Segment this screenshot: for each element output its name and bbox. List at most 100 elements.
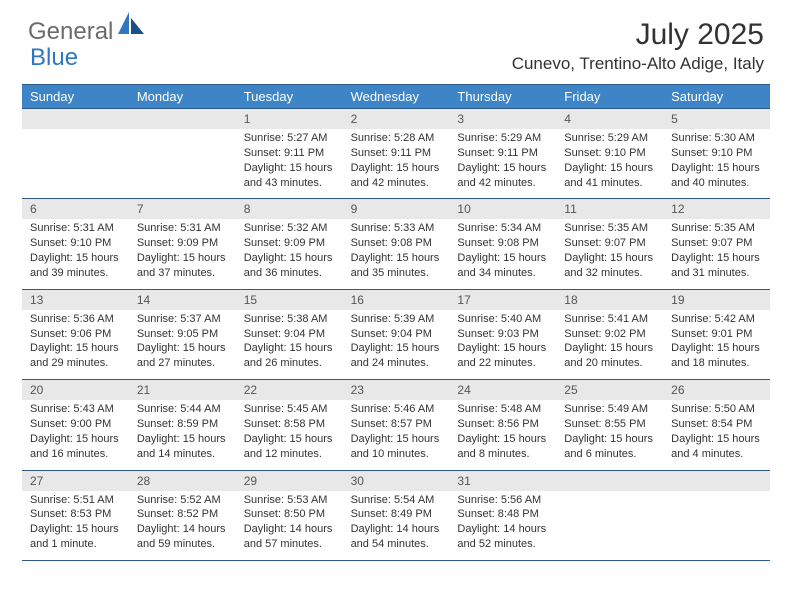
day-cell: Sunrise: 5:31 AMSunset: 9:09 PMDaylight:… bbox=[129, 219, 236, 288]
day-cell bbox=[556, 491, 663, 560]
day-number bbox=[556, 471, 663, 491]
sunset-text: Sunset: 9:11 PM bbox=[244, 146, 335, 161]
day-number: 27 bbox=[22, 471, 129, 491]
sunrise-text: Sunrise: 5:49 AM bbox=[564, 402, 655, 417]
daylight-text: Daylight: 15 hours and 26 minutes. bbox=[244, 341, 335, 371]
daylight-text: Daylight: 15 hours and 27 minutes. bbox=[137, 341, 228, 371]
sunset-text: Sunset: 9:06 PM bbox=[30, 327, 121, 342]
daylight-text: Daylight: 15 hours and 41 minutes. bbox=[564, 161, 655, 191]
day-number-row: 13141516171819 bbox=[22, 289, 770, 310]
sunset-text: Sunset: 9:11 PM bbox=[457, 146, 548, 161]
day-cell: Sunrise: 5:38 AMSunset: 9:04 PMDaylight:… bbox=[236, 310, 343, 379]
day-headers: Sunday Monday Tuesday Wednesday Thursday… bbox=[22, 84, 770, 108]
day-number: 10 bbox=[449, 199, 556, 219]
sunset-text: Sunset: 9:09 PM bbox=[137, 236, 228, 251]
sunrise-text: Sunrise: 5:35 AM bbox=[564, 221, 655, 236]
day-cell: Sunrise: 5:41 AMSunset: 9:02 PMDaylight:… bbox=[556, 310, 663, 379]
day-cell: Sunrise: 5:49 AMSunset: 8:55 PMDaylight:… bbox=[556, 400, 663, 469]
daylight-text: Daylight: 15 hours and 32 minutes. bbox=[564, 251, 655, 281]
day-number: 11 bbox=[556, 199, 663, 219]
day-number: 17 bbox=[449, 290, 556, 310]
day-cell: Sunrise: 5:33 AMSunset: 9:08 PMDaylight:… bbox=[343, 219, 450, 288]
day-label: Friday bbox=[556, 85, 663, 108]
sunrise-text: Sunrise: 5:45 AM bbox=[244, 402, 335, 417]
day-number: 12 bbox=[663, 199, 770, 219]
sunset-text: Sunset: 9:11 PM bbox=[351, 146, 442, 161]
sunset-text: Sunset: 9:07 PM bbox=[564, 236, 655, 251]
sunset-text: Sunset: 8:56 PM bbox=[457, 417, 548, 432]
daylight-text: Daylight: 15 hours and 37 minutes. bbox=[137, 251, 228, 281]
day-cell: Sunrise: 5:29 AMSunset: 9:11 PMDaylight:… bbox=[449, 129, 556, 198]
day-label: Thursday bbox=[449, 85, 556, 108]
daylight-text: Daylight: 15 hours and 42 minutes. bbox=[457, 161, 548, 191]
day-cell: Sunrise: 5:43 AMSunset: 9:00 PMDaylight:… bbox=[22, 400, 129, 469]
week-row: Sunrise: 5:36 AMSunset: 9:06 PMDaylight:… bbox=[22, 310, 770, 379]
day-cell: Sunrise: 5:40 AMSunset: 9:03 PMDaylight:… bbox=[449, 310, 556, 379]
day-number: 29 bbox=[236, 471, 343, 491]
sunrise-text: Sunrise: 5:51 AM bbox=[30, 493, 121, 508]
logo: General bbox=[28, 18, 146, 46]
logo-sail-icon bbox=[118, 12, 144, 39]
day-cell: Sunrise: 5:36 AMSunset: 9:06 PMDaylight:… bbox=[22, 310, 129, 379]
sunrise-text: Sunrise: 5:33 AM bbox=[351, 221, 442, 236]
day-number: 9 bbox=[343, 199, 450, 219]
sunset-text: Sunset: 8:52 PM bbox=[137, 507, 228, 522]
sunset-text: Sunset: 8:58 PM bbox=[244, 417, 335, 432]
day-number: 20 bbox=[22, 380, 129, 400]
day-number-row: 12345 bbox=[22, 108, 770, 129]
day-cell: Sunrise: 5:30 AMSunset: 9:10 PMDaylight:… bbox=[663, 129, 770, 198]
header: General July 2025 Cunevo, Trentino-Alto … bbox=[0, 0, 792, 80]
day-number-row: 20212223242526 bbox=[22, 379, 770, 400]
sunset-text: Sunset: 9:05 PM bbox=[137, 327, 228, 342]
day-number bbox=[663, 471, 770, 491]
day-cell: Sunrise: 5:56 AMSunset: 8:48 PMDaylight:… bbox=[449, 491, 556, 560]
day-number: 25 bbox=[556, 380, 663, 400]
daylight-text: Daylight: 14 hours and 54 minutes. bbox=[351, 522, 442, 552]
day-cell: Sunrise: 5:46 AMSunset: 8:57 PMDaylight:… bbox=[343, 400, 450, 469]
sunrise-text: Sunrise: 5:50 AM bbox=[671, 402, 762, 417]
sunset-text: Sunset: 8:49 PM bbox=[351, 507, 442, 522]
day-number: 4 bbox=[556, 109, 663, 129]
sunset-text: Sunset: 8:50 PM bbox=[244, 507, 335, 522]
sunrise-text: Sunrise: 5:42 AM bbox=[671, 312, 762, 327]
day-cell: Sunrise: 5:27 AMSunset: 9:11 PMDaylight:… bbox=[236, 129, 343, 198]
day-cell: Sunrise: 5:53 AMSunset: 8:50 PMDaylight:… bbox=[236, 491, 343, 560]
day-number: 1 bbox=[236, 109, 343, 129]
day-cell: Sunrise: 5:29 AMSunset: 9:10 PMDaylight:… bbox=[556, 129, 663, 198]
sunrise-text: Sunrise: 5:36 AM bbox=[30, 312, 121, 327]
week-row: Sunrise: 5:51 AMSunset: 8:53 PMDaylight:… bbox=[22, 491, 770, 560]
sunrise-text: Sunrise: 5:46 AM bbox=[351, 402, 442, 417]
daylight-text: Daylight: 15 hours and 36 minutes. bbox=[244, 251, 335, 281]
day-number: 2 bbox=[343, 109, 450, 129]
daylight-text: Daylight: 15 hours and 42 minutes. bbox=[351, 161, 442, 191]
sunset-text: Sunset: 9:10 PM bbox=[564, 146, 655, 161]
day-cell bbox=[663, 491, 770, 560]
sunrise-text: Sunrise: 5:54 AM bbox=[351, 493, 442, 508]
daylight-text: Daylight: 15 hours and 40 minutes. bbox=[671, 161, 762, 191]
day-number: 13 bbox=[22, 290, 129, 310]
day-cell: Sunrise: 5:42 AMSunset: 9:01 PMDaylight:… bbox=[663, 310, 770, 379]
daylight-text: Daylight: 15 hours and 14 minutes. bbox=[137, 432, 228, 462]
sunset-text: Sunset: 9:04 PM bbox=[244, 327, 335, 342]
day-number: 30 bbox=[343, 471, 450, 491]
calendar-bottom-border bbox=[22, 560, 770, 561]
sunrise-text: Sunrise: 5:41 AM bbox=[564, 312, 655, 327]
sunset-text: Sunset: 9:09 PM bbox=[244, 236, 335, 251]
daylight-text: Daylight: 15 hours and 22 minutes. bbox=[457, 341, 548, 371]
logo-text-general: General bbox=[28, 18, 113, 46]
day-cell: Sunrise: 5:35 AMSunset: 9:07 PMDaylight:… bbox=[556, 219, 663, 288]
sunrise-text: Sunrise: 5:38 AM bbox=[244, 312, 335, 327]
day-cell: Sunrise: 5:32 AMSunset: 9:09 PMDaylight:… bbox=[236, 219, 343, 288]
sunrise-text: Sunrise: 5:37 AM bbox=[137, 312, 228, 327]
day-number: 23 bbox=[343, 380, 450, 400]
sunrise-text: Sunrise: 5:40 AM bbox=[457, 312, 548, 327]
day-cell: Sunrise: 5:50 AMSunset: 8:54 PMDaylight:… bbox=[663, 400, 770, 469]
daylight-text: Daylight: 15 hours and 31 minutes. bbox=[671, 251, 762, 281]
sunset-text: Sunset: 8:57 PM bbox=[351, 417, 442, 432]
sunrise-text: Sunrise: 5:48 AM bbox=[457, 402, 548, 417]
daylight-text: Daylight: 15 hours and 29 minutes. bbox=[30, 341, 121, 371]
day-number: 7 bbox=[129, 199, 236, 219]
sunrise-text: Sunrise: 5:53 AM bbox=[244, 493, 335, 508]
day-cell: Sunrise: 5:31 AMSunset: 9:10 PMDaylight:… bbox=[22, 219, 129, 288]
sunset-text: Sunset: 9:10 PM bbox=[671, 146, 762, 161]
